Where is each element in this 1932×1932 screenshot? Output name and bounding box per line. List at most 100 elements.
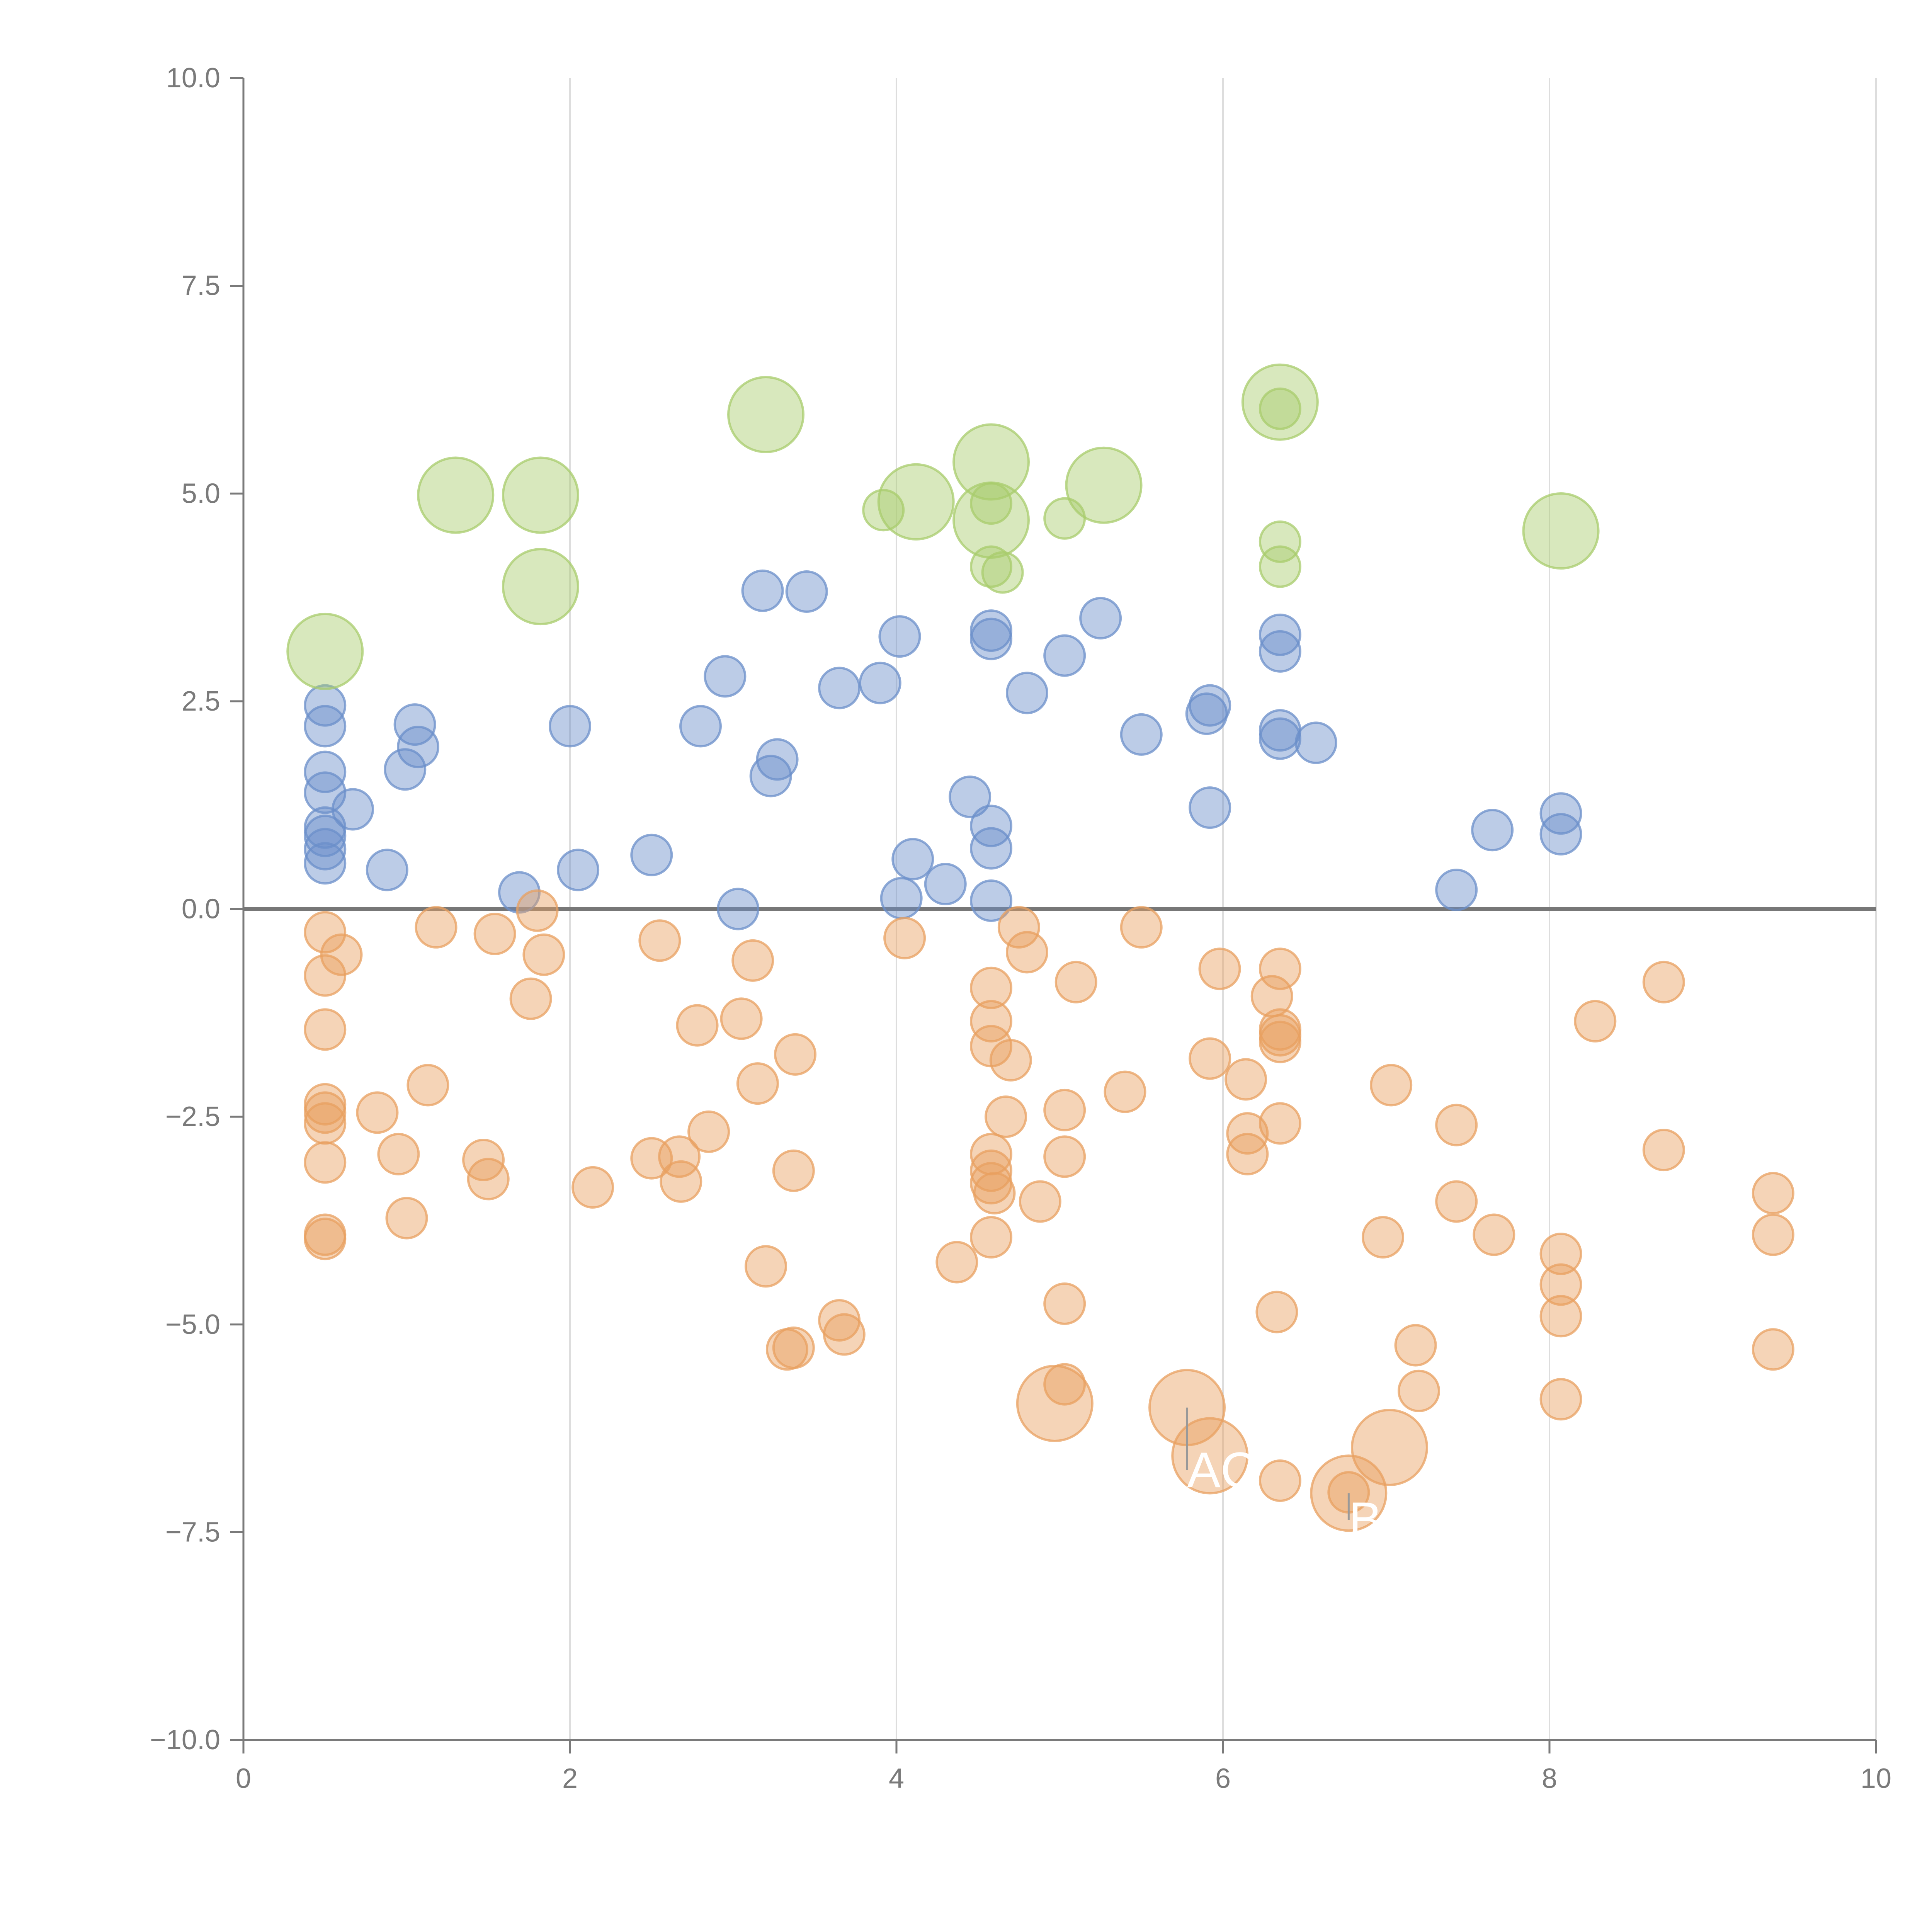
orange-point [1259,1102,1301,1145]
orange-point [1006,931,1048,974]
orange-point [1539,1378,1582,1421]
blue-point [970,879,1013,922]
orange-point [1043,1282,1086,1325]
green-point [981,551,1024,594]
green-point [877,463,955,541]
orange-point [304,1102,347,1145]
x-tick-label: 10 [1861,1763,1891,1794]
orange-point [1259,1020,1301,1063]
blue-point [878,615,921,658]
blue-point [880,877,923,920]
blue-point [498,871,541,914]
orange-point [772,1326,815,1369]
blue-point [304,771,347,814]
blue-point [970,804,1013,847]
orange-point [571,1166,614,1209]
orange-point [1016,1365,1094,1442]
orange-point [1435,1104,1478,1146]
orange-point [1752,1213,1794,1256]
blue-point [366,849,408,891]
green-point [1065,446,1143,524]
orange-point [1350,1409,1428,1486]
orange-point [1362,1216,1405,1259]
annotation-label: B [1349,1492,1382,1548]
orange-point [356,1091,399,1134]
blue-point [557,849,600,891]
orange-point [385,1197,428,1240]
green-point [1522,492,1600,570]
orange-point [970,1000,1013,1043]
orange-point [516,889,559,932]
y-tick-label: 7.5 [182,270,220,301]
orange-point [731,939,774,982]
green-point [952,481,1030,559]
blue-point [1043,634,1086,677]
orange-point [989,1039,1032,1082]
axis-layer: −10.0 −7.5 −5.0 −2.5 0.0 2.5 5.0 7.5 10.0 0 2 4 6 8 10 [150,63,1891,1794]
orange-point [1539,1295,1582,1338]
green-point [502,548,579,626]
blue-point [393,703,436,746]
orange-point [467,1158,510,1201]
orange-point [1189,1037,1231,1080]
orange-point [658,1135,701,1178]
orange-point [1752,1172,1794,1214]
orange-point [1398,1369,1440,1412]
blue-point [1079,597,1122,639]
orange-point [406,1064,449,1107]
orange-point [772,1149,815,1192]
x-tick-label: 2 [562,1763,578,1794]
blue-point [332,788,374,831]
blue-point [1259,630,1301,673]
orange-point [687,1110,730,1153]
green-point [727,376,804,453]
green-point [1241,363,1319,441]
orange-point [970,966,1013,1009]
blue-point [924,862,967,905]
green-point [286,612,364,690]
orange-point [745,1245,787,1288]
orange-point [1642,961,1685,1003]
orange-point [676,1004,719,1047]
points-layer [286,363,1794,1532]
y-tick-label: 5.0 [182,478,220,509]
y-tick-label: 2.5 [182,686,220,717]
annotation-label: AC [1187,1442,1257,1498]
green-point [1259,520,1301,563]
orange-point [973,1172,1016,1214]
y-tick-label: −5.0 [165,1309,220,1340]
blue-point [785,570,828,613]
green-point [417,456,495,534]
orange-point [1171,1417,1249,1495]
orange-point [1394,1324,1437,1367]
blue-point [384,748,427,791]
orange-point [970,1149,1013,1192]
green-point [502,456,579,534]
y-tick-label: 0.0 [182,894,220,925]
orange-point [997,906,1040,949]
orange-point [320,933,363,976]
orange-point [509,977,552,1020]
blue-point [1471,809,1514,852]
orange-point [823,1313,866,1356]
orange-point [970,1216,1013,1259]
green-point [1259,545,1301,588]
orange-point [1259,1459,1301,1502]
orange-point [1255,1291,1298,1333]
blue-point [1294,721,1337,764]
orange-point [1752,1328,1794,1371]
blue-point [1189,684,1231,727]
orange-point [1259,947,1301,990]
orange-point [985,1095,1027,1138]
orange-point [1370,1064,1413,1107]
orange-point [1019,1180,1061,1223]
orange-point [1198,947,1241,990]
orange-point [1473,1213,1515,1256]
blue-point [1120,713,1163,756]
blue-point [1006,672,1048,714]
orange-point [1120,906,1163,949]
blue-point [704,655,747,698]
orange-point [736,1062,779,1105]
